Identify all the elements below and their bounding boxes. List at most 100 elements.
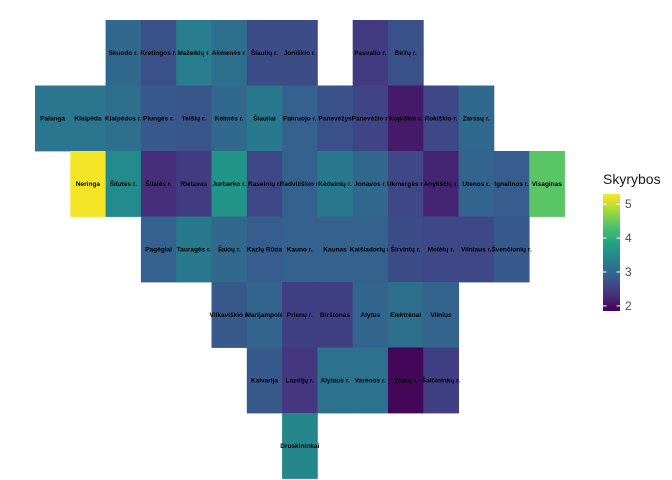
tile-label-47: Marijampolė — [245, 312, 283, 319]
tile-label-25: Jurbarko r. — [212, 181, 246, 188]
tile-28 — [317, 151, 354, 217]
legend: Skyrybos 5 4 3 2 — [603, 171, 661, 313]
tile-label-40: Kaunas — [323, 247, 347, 254]
tile-label-35: Pagėgiai — [145, 247, 172, 254]
tile-13 — [211, 85, 248, 152]
tile-0 — [105, 20, 142, 86]
tile-23 — [140, 151, 177, 217]
tile-27 — [282, 151, 318, 217]
tile-label-39: Kauno r. — [287, 247, 313, 254]
tile-label-56: Varėnos r. — [355, 378, 386, 385]
tile-48 — [282, 282, 318, 348]
tile-label-21: Neringa — [76, 181, 101, 188]
tile-49 — [317, 282, 354, 348]
tile-18 — [388, 85, 424, 152]
tile-21 — [70, 151, 106, 217]
tile-label-13: Kelmės r. — [215, 116, 244, 123]
tile-46 — [211, 282, 248, 348]
tile-54 — [282, 347, 318, 414]
tile-40 — [317, 216, 354, 283]
tile-52 — [423, 282, 459, 348]
tile-label-24: Rietavas — [180, 181, 207, 188]
tile-44 — [458, 216, 495, 283]
tile-22 — [105, 151, 142, 217]
tile-12 — [176, 85, 212, 152]
legend-tick-label-0: 5 — [625, 197, 632, 211]
tile-59 — [282, 413, 318, 479]
tile-label-52: Vilnius — [430, 312, 452, 319]
tile-45 — [493, 216, 530, 283]
tile-26 — [246, 151, 283, 217]
tile-grid: Skuodo r. Kretingos r. Mažeikių r. Akmenės … — [35, 20, 565, 479]
tile-51 — [388, 282, 424, 348]
tile-label-31: Anykščių r. — [424, 181, 459, 188]
tile-2 — [176, 20, 212, 86]
tile-label-30: Ukmergės r. — [387, 181, 424, 188]
tile-label-55: Alytaus r. — [320, 378, 349, 385]
tile-label-22: Šilutės r. — [110, 179, 137, 188]
tile-label-45: Švenčionių r. — [491, 245, 532, 254]
tile-label-5: Joniškio r. — [284, 50, 316, 57]
tile-30 — [388, 151, 424, 217]
tile-29 — [352, 151, 389, 217]
tile-58 — [423, 347, 459, 414]
legend-colorbar — [603, 194, 620, 311]
tile-label-28: Kėdainių r. — [318, 181, 351, 188]
tile-label-0: Skuodo r. — [108, 50, 138, 57]
tile-16 — [317, 85, 354, 152]
tile-label-4: Šiaulių r. — [251, 48, 278, 57]
tile-25 — [211, 151, 248, 217]
tile-33 — [493, 151, 530, 217]
tile-label-46: Vilkaviškio r. — [210, 312, 249, 319]
legend-tick-label-1: 4 — [625, 231, 632, 245]
tile-label-18: Kupiškio r. — [389, 116, 422, 123]
tile-label-58: Šalčininkų r. — [422, 376, 460, 385]
legend-title: Skyrybos — [603, 171, 661, 187]
tile-34 — [529, 151, 565, 217]
tile-7 — [388, 20, 424, 86]
tile-label-7: Biržų r. — [395, 50, 417, 57]
tile-53 — [246, 347, 283, 414]
tile-42 — [388, 216, 424, 283]
tile-label-57: Trakų r. — [394, 378, 417, 385]
tile-19 — [423, 85, 459, 152]
tile-11 — [140, 85, 177, 152]
tile-label-37: Šakių r. — [218, 245, 241, 254]
tile-label-6: Pasvalio r. — [354, 50, 386, 57]
tile-label-48: Prienų r. — [287, 312, 313, 319]
tile-37 — [211, 216, 248, 283]
tile-label-14: Šiauliai — [253, 114, 276, 123]
tile-label-38: Kazlų Rūda — [247, 247, 283, 254]
tile-label-2: Mažeikių r. — [177, 50, 210, 57]
tile-label-27: Radviliškio r. — [280, 181, 320, 188]
tile-41 — [352, 216, 389, 283]
tile-1 — [140, 20, 177, 86]
tile-31 — [423, 151, 459, 217]
tile-15 — [282, 85, 318, 152]
tile-label-23: Šilalės r. — [145, 179, 172, 188]
tile-label-59: Druskininkai — [280, 443, 319, 450]
tile-label-49: Birštonas — [320, 312, 350, 319]
tile-label-53: Kalvarija — [251, 378, 278, 385]
tile-47 — [246, 282, 283, 348]
tile-label-44: Vilniaus r. — [461, 247, 492, 254]
tile-label-3: Akmenės r. — [212, 50, 247, 57]
tile-3 — [211, 20, 248, 86]
tile-label-34: Visaginas — [532, 181, 563, 188]
tile-label-20: Zarasų r. — [463, 116, 490, 123]
tile-label-26: Raseinių r. — [248, 181, 281, 188]
tile-8 — [35, 85, 71, 152]
tile-24 — [176, 151, 212, 217]
tile-label-11: Plungės r. — [143, 116, 174, 123]
tile-50 — [352, 282, 389, 348]
tile-14 — [246, 85, 283, 152]
tile-39 — [282, 216, 318, 283]
tile-38 — [246, 216, 283, 283]
tile-label-19: Rokiškio r. — [425, 116, 458, 123]
tile-4 — [246, 20, 283, 86]
tile-36 — [176, 216, 212, 283]
tile-32 — [458, 151, 495, 217]
tile-label-42: Širvintų r. — [391, 245, 421, 254]
tile-label-10: Klaipėdos r. — [105, 116, 142, 123]
